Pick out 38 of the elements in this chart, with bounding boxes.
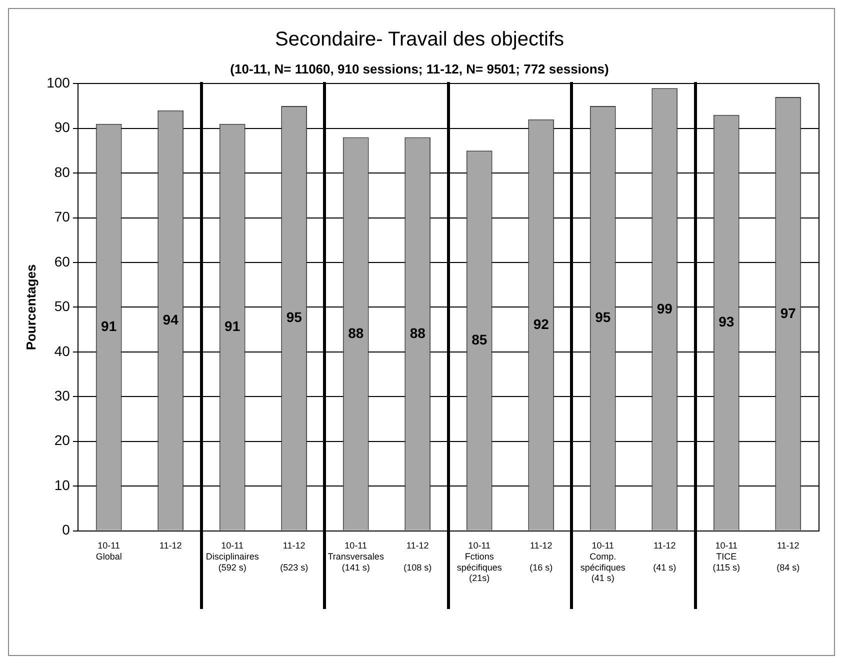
x-tick-label: 10-11 Disciplinaires (592 s): [206, 540, 260, 572]
data-label: 95: [286, 309, 302, 326]
data-label: 95: [595, 309, 611, 326]
x-tick-label: 10-11 Global: [96, 540, 122, 562]
data-label: 94: [162, 311, 179, 328]
y-axis-title: Pourcentages: [23, 264, 38, 350]
category-label: 11-12 (16 s): [530, 540, 553, 572]
x-tick-label: 10-11 Fctions spécifiques (21s): [456, 540, 502, 584]
data-label: 88: [410, 324, 426, 341]
y-tick-label: 0: [62, 522, 70, 538]
data-label: 91: [224, 318, 240, 334]
y-tick-label: 20: [54, 432, 70, 448]
category-label: 11-12 (108 s): [404, 540, 432, 572]
data-label: 97: [780, 304, 796, 321]
y-tick-label: 80: [54, 164, 70, 180]
category-label: 11-12 (84 s): [776, 540, 800, 572]
y-tick-label: 50: [54, 298, 70, 314]
y-tick-label: 100: [46, 74, 70, 90]
chart-title: Secondaire- Travail des objectifs: [274, 28, 564, 51]
category-label: 11-12 (523 s): [280, 540, 308, 572]
y-tick-label: 30: [54, 388, 70, 404]
x-tick-label: 10-11 TICE (115 s): [712, 540, 740, 572]
category-label: 11-12 (41 s): [653, 540, 676, 572]
data-label: 92: [533, 316, 550, 332]
data-label: 91: [101, 318, 117, 334]
y-tick-label: 70: [54, 208, 70, 225]
data-label: 99: [656, 300, 673, 316]
data-label: 88: [348, 324, 364, 341]
x-tick-label: 10-11 Transversales (141 s): [328, 540, 384, 572]
y-tick-label: 40: [54, 342, 70, 359]
y-tick-label: 90: [54, 119, 70, 136]
chart-subtitle: (10-11, N= 11060, 910 sessions; 11-12, N= 9501; 772 sessions): [230, 61, 609, 76]
y-tick-label: 10: [54, 476, 70, 493]
data-label: 93: [718, 314, 734, 330]
data-label: 85: [472, 332, 488, 348]
y-tick-label: 60: [54, 253, 70, 270]
x-tick-label: 11-12: [159, 540, 182, 551]
x-tick-label: 10-11 Comp. spécifiques (41 s): [580, 540, 626, 584]
